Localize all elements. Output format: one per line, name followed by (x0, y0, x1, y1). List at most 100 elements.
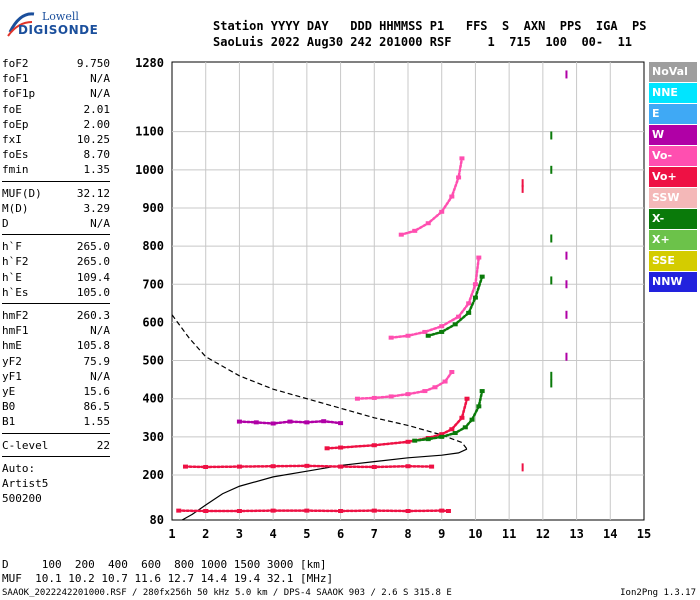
param-row: hmF2 260.3 (2, 308, 110, 323)
param-value: 265.0 (76, 240, 110, 254)
param-row: fxI 10.25 (2, 132, 110, 147)
param-row: h`E 109.4 (2, 270, 110, 285)
param-separator (2, 234, 110, 236)
param-label: h`E (2, 270, 22, 284)
param-row: hmF1 N/A (2, 323, 110, 338)
distance-row: D 100 200 400 600 800 1000 1500 3000 [km… (2, 558, 327, 571)
param-value: N/A (90, 369, 110, 383)
param-row: yF1 N/A (2, 369, 110, 384)
x-tick-label: 13 (569, 527, 583, 541)
legend-item: SSE (649, 251, 697, 271)
param-value: N/A (90, 324, 110, 338)
param-row: Artist5 (2, 476, 110, 491)
param-label: foEp (2, 117, 29, 131)
x-tick-label: 5 (303, 527, 310, 541)
param-value: N/A (90, 72, 110, 86)
y-tick-label: 500 (142, 354, 164, 368)
param-row: M(D) 3.29 (2, 201, 110, 216)
y-tick-label: 800 (142, 239, 164, 253)
legend-item: NNW (649, 272, 697, 292)
trace-line (184, 464, 433, 469)
x-tick-label: 1 (168, 527, 175, 541)
param-row: foF1p N/A (2, 86, 110, 101)
profile-dashed-line (171, 314, 468, 450)
param-label: foE (2, 102, 22, 116)
trace-point (565, 310, 568, 319)
x-tick-label: 10 (468, 527, 482, 541)
x-tick-label: 9 (438, 527, 445, 541)
param-label: h`F (2, 240, 22, 254)
param-value: 1.55 (83, 415, 111, 429)
param-label: 500200 (2, 492, 42, 506)
trace-point (565, 352, 568, 361)
param-row: yE 15.6 (2, 384, 110, 399)
param-value: N/A (90, 87, 110, 101)
param-row: foEp 2.00 (2, 117, 110, 132)
param-label: foF1 (2, 72, 29, 86)
trace-line (426, 275, 484, 338)
param-label: M(D) (2, 201, 29, 215)
param-row: MUF(D) 32.12 (2, 186, 110, 201)
legend-item: E (649, 104, 697, 124)
legend-item: NoVal (649, 62, 697, 82)
param-value: 15.6 (83, 385, 111, 398)
param-label: hmF2 (2, 309, 29, 322)
param-label: h`Es (2, 285, 29, 299)
muf-row: MUF 10.1 10.2 10.7 11.6 12.7 14.4 19.4 3… (2, 572, 334, 585)
legend-item: Vo+ (649, 167, 697, 187)
y-tick-label: 700 (142, 277, 164, 291)
param-value: 32.12 (76, 186, 110, 200)
legend-item: NNE (649, 83, 697, 103)
logo-swoosh-icon (7, 12, 35, 37)
file-info: SAAOK_2022242201000.RSF / 280fx256h 50 k… (2, 588, 452, 598)
x-tick-label: 3 (236, 527, 243, 541)
param-label: hmE (2, 339, 22, 353)
trace-point (565, 251, 568, 260)
param-label: D (2, 217, 9, 230)
param-value: 105.0 (76, 285, 110, 299)
trace-point (565, 70, 568, 79)
param-label: B0 (2, 400, 16, 414)
x-tick-label: 2 (202, 527, 209, 541)
param-value: 8.70 (83, 148, 111, 162)
header-line1: Station YYYY DAY DDD HHMMSS P1 FFS S AXN… (213, 19, 647, 33)
x-tick-label: 14 (603, 527, 617, 541)
trace-line (400, 157, 464, 236)
param-label: Auto: (2, 461, 36, 475)
trace-point (550, 234, 553, 243)
param-row: h`F2 265.0 (2, 254, 110, 269)
param-label: fmin (2, 163, 29, 177)
param-value: 265.0 (76, 255, 110, 269)
param-value: 1.35 (83, 163, 111, 177)
param-value: 260.3 (76, 309, 110, 322)
x-tick-label: 12 (536, 527, 550, 541)
param-value: 2.01 (83, 102, 111, 116)
param-value: 2.00 (83, 117, 111, 131)
param-label: yF1 (2, 369, 22, 383)
y-tick-label: 900 (142, 201, 164, 215)
trace-point (565, 280, 568, 289)
version-label: Ion2Png 1.3.17 (620, 588, 696, 598)
trace-point (550, 276, 553, 285)
param-row: foE 2.01 (2, 102, 110, 117)
x-tick-label: 15 (637, 527, 651, 541)
param-value: 9.750 (76, 57, 110, 70)
y-tick-label: 1280 (135, 56, 164, 70)
trace-line (389, 256, 481, 339)
param-label: foF1p (2, 87, 36, 101)
y-tick-label: 400 (142, 392, 164, 406)
param-row: 500200 (2, 491, 110, 506)
logo-line2: DIGISONDE (18, 23, 99, 37)
x-tick-label: 8 (404, 527, 411, 541)
param-row: Auto: (2, 461, 110, 476)
param-separator (2, 432, 110, 434)
legend-item: X+ (649, 230, 697, 250)
param-label: h`F2 (2, 255, 29, 269)
param-row: C-level 22 (2, 438, 110, 453)
param-value: 86.5 (83, 400, 111, 414)
param-separator (2, 303, 110, 304)
legend-item: X- (649, 209, 697, 229)
param-label: hmF1 (2, 324, 29, 338)
trace-point (521, 184, 524, 193)
param-value: 109.4 (76, 270, 110, 284)
